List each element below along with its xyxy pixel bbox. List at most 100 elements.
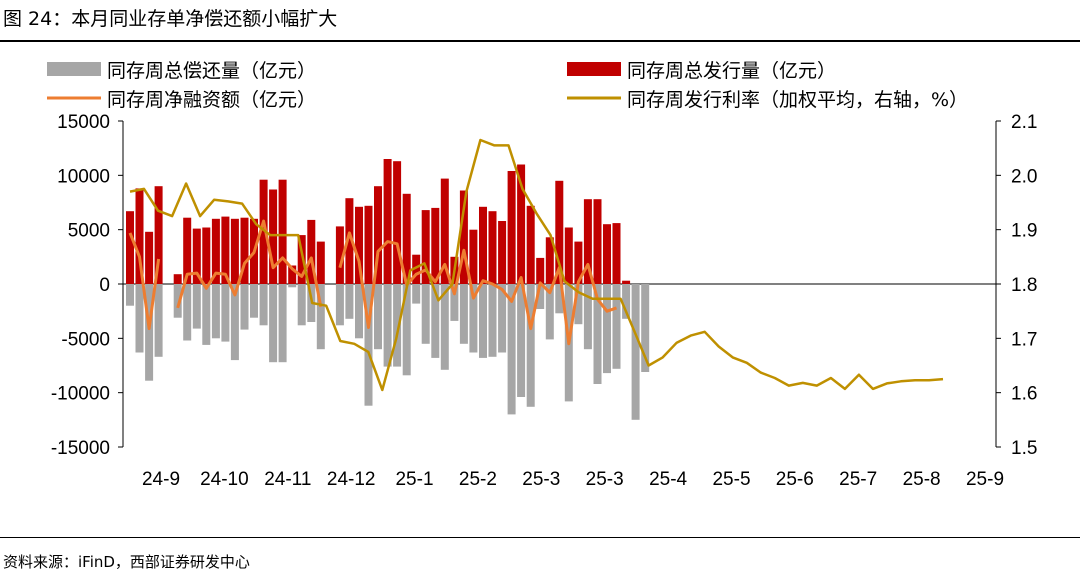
repay-bar — [498, 284, 507, 353]
issue-bar — [479, 206, 487, 284]
bottom-rule — [0, 537, 1080, 538]
issue-bar — [498, 221, 507, 284]
issue-bar — [440, 178, 449, 284]
issue-bar — [355, 206, 363, 284]
right-tick-label: 1.9 — [1011, 221, 1037, 242]
issue-bar — [316, 241, 325, 284]
source-note: 资料来源：iFinD，西部证券研发中心 — [3, 553, 250, 571]
repay-bar — [631, 284, 640, 420]
repay-bar — [383, 284, 392, 367]
issue-bar — [402, 193, 411, 284]
issue-bar — [603, 224, 611, 284]
repay-bar — [469, 284, 478, 353]
legend-label-issue: 同存周总发行量（亿元） — [627, 60, 836, 82]
issue-bar — [145, 231, 154, 284]
issue-bar — [154, 186, 163, 284]
x-tick-label: 25-2 — [459, 469, 497, 490]
repay-bar — [221, 284, 230, 342]
issue-bar — [517, 164, 526, 284]
x-tick-label: 25-3 — [522, 469, 560, 490]
issue-bar — [383, 159, 392, 284]
repay-bar — [412, 284, 421, 304]
repay-bar — [135, 284, 144, 353]
right-tick-label: 2.1 — [1011, 112, 1037, 133]
issue-bar — [545, 237, 554, 284]
repay-bar — [431, 284, 440, 358]
x-tick-label: 25-4 — [649, 469, 687, 490]
repay-bar — [517, 284, 526, 397]
repay-bar — [583, 284, 592, 350]
issue-bar — [421, 210, 430, 284]
legend-label-rate: 同存周发行利率（加权平均，右轴，%） — [627, 89, 968, 111]
repay-bar — [545, 284, 554, 340]
repay-bar — [345, 284, 354, 319]
repay-bar — [173, 284, 182, 318]
repay-bar — [450, 284, 459, 321]
left-tick-label: -5000 — [61, 329, 110, 350]
x-tick-label: 24-11 — [264, 469, 311, 490]
repay-bar — [459, 284, 468, 344]
repay-bar — [211, 284, 220, 339]
issue-bar — [583, 199, 592, 284]
x-tick-label: 25-6 — [776, 469, 814, 490]
repay-bar — [154, 284, 163, 357]
repay-bar — [250, 284, 258, 318]
issue-bar — [431, 207, 440, 284]
issue-bar — [202, 227, 211, 284]
net-financing-line — [176, 219, 323, 309]
repay-bar — [269, 284, 278, 363]
repay-bar — [536, 284, 545, 309]
issue-bar — [555, 180, 564, 284]
issue-bar — [192, 228, 201, 284]
legend-label-net: 同存周净融资额（亿元） — [107, 89, 316, 111]
net-financing-line — [338, 231, 617, 346]
issue-bar — [374, 186, 382, 284]
issue-bar — [183, 217, 192, 284]
issue-bar — [345, 198, 354, 284]
issue-bar — [622, 280, 631, 284]
issue-bar — [507, 171, 516, 284]
x-tick-label: 25-9 — [966, 469, 1004, 490]
repay-bar — [574, 284, 583, 325]
repay-bar — [145, 284, 154, 381]
repay-bar — [526, 284, 535, 407]
net-financing-line — [128, 232, 161, 331]
repay-bar — [612, 284, 621, 369]
x-tick-label: 24-10 — [200, 469, 249, 490]
right-tick-label: 1.7 — [1011, 329, 1037, 350]
repay-bar — [402, 284, 411, 376]
repay-bar — [183, 284, 192, 341]
issue-bar — [135, 188, 144, 284]
legend-swatch-repay — [47, 62, 101, 76]
issue-bar — [536, 257, 545, 284]
issue-bar — [364, 205, 373, 284]
repay-bar — [555, 284, 564, 314]
repay-bar — [364, 284, 373, 406]
x-tick-label: 25-5 — [712, 469, 750, 490]
issue-bar — [564, 227, 573, 284]
repay-bar — [259, 284, 268, 326]
issue-bar — [230, 218, 239, 284]
repay-bar — [593, 284, 602, 384]
x-tick-label: 24-12 — [327, 469, 376, 490]
issue-bar — [412, 254, 421, 284]
top-rule — [0, 40, 1080, 42]
repay-bar — [335, 284, 344, 326]
left-tick-label: -15000 — [51, 438, 110, 459]
issue-bar — [307, 219, 316, 284]
issue-bar — [469, 229, 478, 284]
issue-bar — [459, 190, 468, 284]
issue-bar — [240, 217, 249, 284]
issue-bar — [211, 218, 220, 284]
issue-bar — [574, 241, 583, 284]
issue-bar — [526, 205, 535, 284]
x-tick-label: 25-8 — [903, 469, 941, 490]
repay-bar — [288, 284, 297, 288]
figure-title: 图 24：本月同业存单净偿还额小幅扩大 — [3, 8, 338, 30]
repay-bar — [421, 284, 430, 344]
left-tick-label: 15000 — [57, 112, 110, 133]
issue-bar — [612, 223, 621, 284]
repay-bar — [374, 284, 382, 350]
repay-bar — [230, 284, 239, 361]
